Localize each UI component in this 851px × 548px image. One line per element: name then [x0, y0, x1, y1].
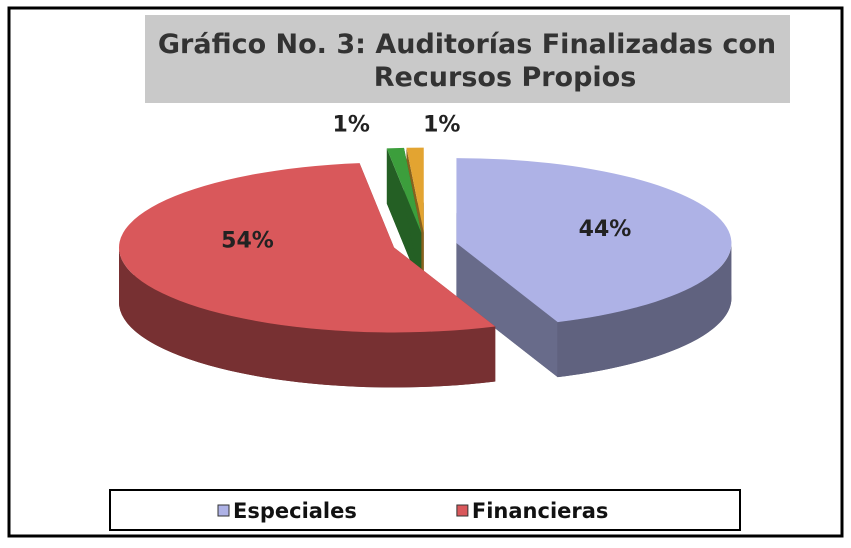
legend-label: Financieras [472, 499, 609, 523]
slice [119, 163, 496, 333]
chart-title: Gráfico No. 3: Auditorías Finalizadas co… [158, 29, 776, 60]
slice-side [456, 243, 558, 378]
legend-label: Especiales [233, 499, 357, 523]
title-box [145, 15, 790, 103]
title-part: Gráfico No. 3: Auditorías Finalizadas co… [158, 29, 776, 60]
data-label: 44% [579, 217, 632, 242]
slice-side [386, 148, 422, 288]
chart-title: Recursos Propios [374, 62, 637, 93]
data-label: 1% [423, 113, 460, 138]
data-label: 1% [333, 113, 370, 138]
data-label: 54% [221, 229, 274, 254]
slice-wall [557, 243, 732, 378]
legend-swatch [217, 504, 230, 517]
legend-box [109, 489, 741, 531]
slice-wall [119, 247, 496, 388]
legend-swatch [456, 504, 469, 517]
slice [406, 147, 424, 233]
title-part: Recursos Propios [374, 62, 637, 93]
slice [386, 147, 422, 233]
slice [456, 158, 732, 323]
